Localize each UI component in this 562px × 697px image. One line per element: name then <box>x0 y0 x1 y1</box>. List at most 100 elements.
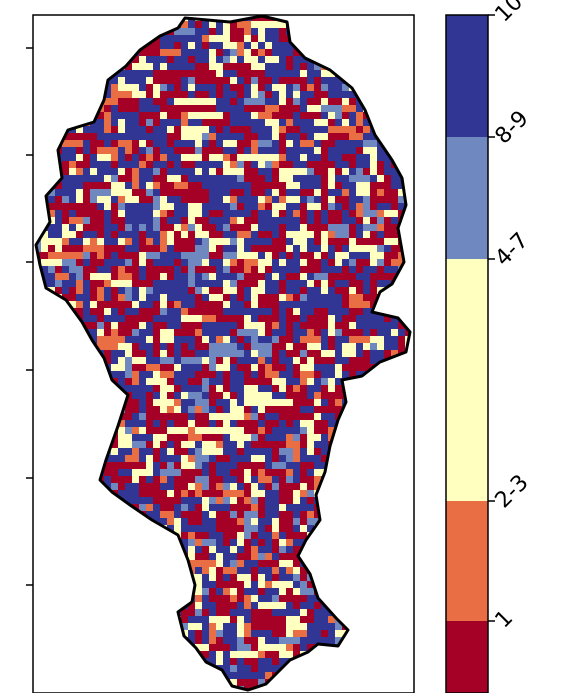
map-pixel <box>321 427 328 434</box>
map-pixel <box>69 273 76 280</box>
map-pixel <box>209 301 216 308</box>
map-pixel <box>251 595 258 602</box>
map-pixel <box>181 329 188 336</box>
map-pixel <box>293 469 300 476</box>
map-pixel <box>307 315 314 322</box>
map-pixel <box>314 434 321 441</box>
map-pixel <box>195 105 202 112</box>
map-pixel <box>272 77 279 84</box>
map-pixel <box>139 371 146 378</box>
map-pixel <box>48 196 55 203</box>
map-pixel <box>265 301 272 308</box>
map-pixel <box>139 378 146 385</box>
map-pixel <box>237 70 244 77</box>
map-pixel <box>251 525 258 532</box>
map-pixel <box>160 434 167 441</box>
map-pixel <box>342 322 349 329</box>
map-pixel <box>251 42 258 49</box>
map-pixel <box>55 238 62 245</box>
map-pixel <box>181 441 188 448</box>
map-pixel <box>244 28 251 35</box>
map-pixel <box>216 280 223 287</box>
map-pixel <box>97 294 104 301</box>
map-pixel <box>286 294 293 301</box>
map-pixel <box>202 518 209 525</box>
map-pixel <box>188 532 195 539</box>
map-pixel <box>125 350 132 357</box>
map-pixel <box>209 315 216 322</box>
map-pixel <box>160 161 167 168</box>
map-pixel <box>384 273 391 280</box>
map-pixel <box>111 98 118 105</box>
map-pixel <box>216 77 223 84</box>
map-pixel <box>391 196 398 203</box>
map-pixel <box>146 294 153 301</box>
map-pixel <box>307 168 314 175</box>
map-pixel <box>293 630 300 637</box>
map-pixel <box>55 245 62 252</box>
map-pixel <box>188 98 195 105</box>
map-pixel <box>244 469 251 476</box>
map-pixel <box>181 378 188 385</box>
map-pixel <box>223 161 230 168</box>
map-pixel <box>321 406 328 413</box>
map-pixel <box>209 490 216 497</box>
map-pixel <box>356 231 363 238</box>
map-pixel <box>111 91 118 98</box>
map-pixel <box>356 315 363 322</box>
map-pixel <box>111 476 118 483</box>
map-pixel <box>195 280 202 287</box>
map-pixel <box>237 98 244 105</box>
map-pixel <box>258 336 265 343</box>
map-pixel <box>223 630 230 637</box>
map-pixel <box>258 245 265 252</box>
map-pixel <box>202 560 209 567</box>
map-pixel <box>244 315 251 322</box>
map-pixel <box>272 343 279 350</box>
map-pixel <box>146 448 153 455</box>
map-pixel <box>251 462 258 469</box>
map-pixel <box>174 504 181 511</box>
map-pixel <box>202 462 209 469</box>
map-pixel <box>97 147 104 154</box>
map-pixel <box>230 28 237 35</box>
map-pixel <box>132 245 139 252</box>
map-pixel <box>335 364 342 371</box>
map-pixel <box>83 224 90 231</box>
map-pixel <box>335 91 342 98</box>
map-pixel <box>104 350 111 357</box>
map-pixel <box>335 147 342 154</box>
map-pixel <box>335 126 342 133</box>
map-pixel <box>314 308 321 315</box>
map-pixel <box>307 245 314 252</box>
map-pixel <box>216 476 223 483</box>
map-pixel <box>97 238 104 245</box>
map-pixel <box>216 567 223 574</box>
map-pixel <box>83 280 90 287</box>
map-pixel <box>132 98 139 105</box>
map-pixel <box>321 189 328 196</box>
map-pixel <box>188 301 195 308</box>
map-pixel <box>356 196 363 203</box>
map-pixel <box>237 196 244 203</box>
map-pixel <box>139 56 146 63</box>
map-pixel <box>132 308 139 315</box>
map-pixel <box>335 287 342 294</box>
map-pixel <box>356 126 363 133</box>
map-pixel <box>181 77 188 84</box>
map-pixel <box>118 245 125 252</box>
map-pixel <box>216 49 223 56</box>
map-pixel <box>146 371 153 378</box>
map-pixel <box>174 462 181 469</box>
map-pixel <box>223 574 230 581</box>
map-pixel <box>153 287 160 294</box>
map-pixel <box>279 175 286 182</box>
map-pixel <box>209 308 216 315</box>
map-pixel <box>321 287 328 294</box>
map-pixel <box>209 581 216 588</box>
map-pixel <box>223 91 230 98</box>
map-pixel <box>244 217 251 224</box>
map-pixel <box>328 343 335 350</box>
map-pixel <box>167 252 174 259</box>
map-pixel <box>279 105 286 112</box>
